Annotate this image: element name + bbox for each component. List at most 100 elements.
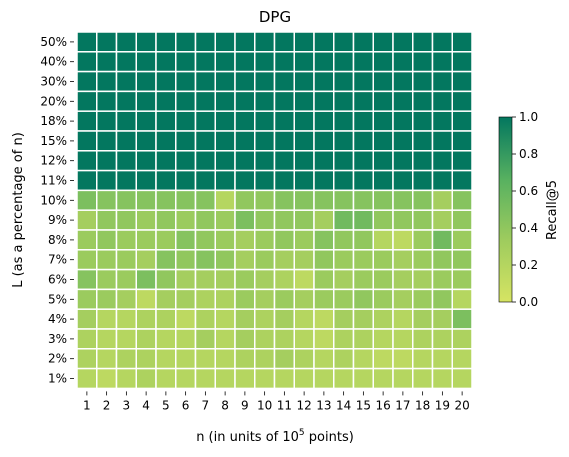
x-axis-label-tail: points) xyxy=(305,430,354,445)
heatmap-cell xyxy=(234,51,256,73)
heatmap-cell xyxy=(333,308,355,330)
heatmap-cell xyxy=(431,150,453,172)
heatmap-cell xyxy=(431,229,453,251)
heatmap-cell xyxy=(372,328,394,350)
heatmap-cell xyxy=(234,169,256,192)
heatmap-cell xyxy=(155,90,177,112)
heatmap-cell xyxy=(135,90,157,112)
heatmap-cell xyxy=(313,249,335,271)
x-tick-label: 10 xyxy=(257,398,272,412)
heatmap-cell xyxy=(431,130,453,152)
heatmap-cell xyxy=(333,288,355,310)
heatmap-cell xyxy=(234,268,256,291)
heatmap-cell xyxy=(333,348,355,370)
heatmap-cell xyxy=(273,308,295,330)
heatmap-cell xyxy=(392,348,414,370)
heatmap-cell xyxy=(273,70,295,93)
heatmap-cell xyxy=(273,268,295,291)
heatmap-cell xyxy=(293,189,315,211)
heatmap-cell xyxy=(76,229,98,251)
y-tick-label: 9% xyxy=(48,213,67,227)
heatmap-cell xyxy=(313,209,335,231)
heatmap-cell xyxy=(175,70,197,93)
x-tick-label: 4 xyxy=(142,398,150,412)
heatmap-cell xyxy=(175,249,197,271)
heatmap-cell xyxy=(155,308,177,330)
heatmap-cell xyxy=(155,209,177,231)
heatmap-cell xyxy=(333,328,355,350)
y-tick-label: 6% xyxy=(48,273,67,287)
heatmap-cell xyxy=(175,328,197,350)
heatmap-cell xyxy=(155,348,177,370)
x-tick-label: 1 xyxy=(83,398,91,412)
heatmap-cell xyxy=(175,288,197,310)
heatmap-cell xyxy=(333,130,355,152)
heatmap-cell xyxy=(254,70,276,93)
heatmap-cell xyxy=(175,209,197,231)
heatmap-cell xyxy=(234,31,256,53)
heatmap-cell xyxy=(313,288,335,310)
heatmap-cell xyxy=(372,51,394,73)
heatmap-cell xyxy=(96,130,118,152)
heatmap-cell xyxy=(392,209,414,231)
heatmap-cell xyxy=(234,308,256,330)
colorbar xyxy=(499,117,512,302)
heatmap-cell xyxy=(412,367,434,390)
heatmap-cell xyxy=(451,308,473,330)
heatmap-cell xyxy=(234,209,256,231)
heatmap-cell xyxy=(352,130,374,152)
heatmap-cell xyxy=(372,130,394,152)
heatmap-cell xyxy=(254,31,276,53)
y-tick-label: 5% xyxy=(48,292,67,306)
heatmap-cell xyxy=(96,268,118,291)
heatmap-cell xyxy=(451,229,473,251)
y-axis-ticks: 50% 40% 30% 20% 18% 15% 12% 11% 10% 9% 8% 7% 6% 5% 4% 3… xyxy=(40,35,74,386)
heatmap-cell xyxy=(234,348,256,370)
heatmap-cell xyxy=(175,308,197,330)
heatmap-cell xyxy=(352,90,374,112)
heatmap-cell xyxy=(175,90,197,112)
heatmap-cell xyxy=(333,189,355,211)
heatmap-cell xyxy=(451,110,473,132)
heatmap-cell xyxy=(372,308,394,330)
heatmap-cell xyxy=(392,249,414,271)
heatmap-cell xyxy=(392,169,414,192)
heatmap-cell xyxy=(115,328,137,350)
heatmap-cell xyxy=(293,70,315,93)
heatmap-cell xyxy=(234,288,256,310)
heatmap-cell xyxy=(372,367,394,390)
heatmap-cell xyxy=(115,130,137,152)
heatmap-cell xyxy=(412,308,434,330)
heatmap-cell xyxy=(214,110,236,132)
heatmap-cell xyxy=(392,328,414,350)
heatmap-cell xyxy=(115,308,137,330)
heatmap-cell xyxy=(96,51,118,73)
heatmap-cell xyxy=(96,31,118,53)
heatmap-cell xyxy=(115,31,137,53)
heatmap-cell xyxy=(431,209,453,231)
heatmap-cell xyxy=(115,51,137,73)
heatmap-cell xyxy=(135,308,157,330)
heatmap-cell xyxy=(313,229,335,251)
heatmap-cell xyxy=(155,31,177,53)
heatmap-cell xyxy=(214,308,236,330)
y-tick-label: 10% xyxy=(40,193,67,207)
heatmap-cell xyxy=(372,268,394,291)
heatmap-cell xyxy=(135,328,157,350)
heatmap-cell xyxy=(234,150,256,172)
heatmap-cell xyxy=(135,367,157,390)
heatmap-cell xyxy=(392,308,414,330)
heatmap-cell xyxy=(135,110,157,132)
heatmap-cell xyxy=(194,249,216,271)
heatmap-cell xyxy=(313,130,335,152)
heatmap-cell xyxy=(115,110,137,132)
heatmap-cell xyxy=(293,110,315,132)
heatmap-cell xyxy=(372,288,394,310)
heatmap-cell xyxy=(135,288,157,310)
heatmap-cell xyxy=(451,169,473,192)
heatmap-cell xyxy=(273,209,295,231)
heatmap-cell xyxy=(76,90,98,112)
heatmap-cell xyxy=(412,328,434,350)
heatmap-cell xyxy=(96,249,118,271)
heatmap-cell xyxy=(214,70,236,93)
